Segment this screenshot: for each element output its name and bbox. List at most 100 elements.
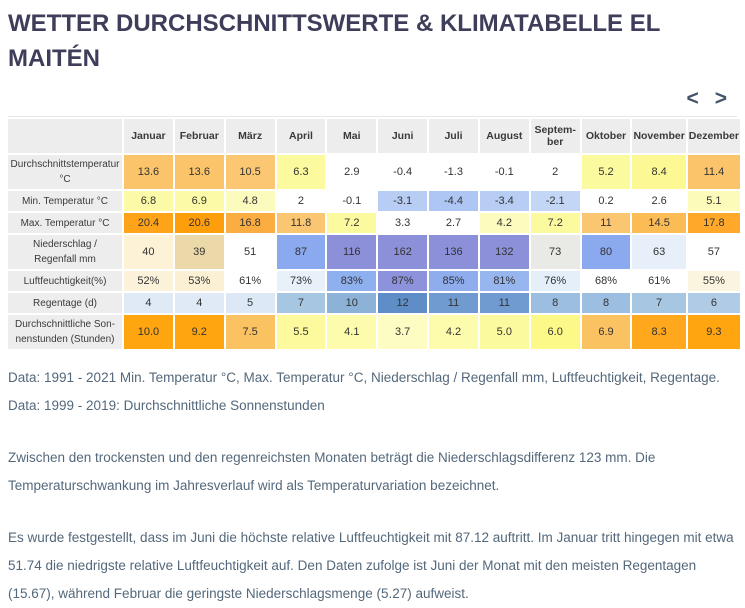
value-cell: 13.6 (174, 155, 224, 189)
value-cell: 9.2 (174, 315, 224, 349)
value-cell: 7.5 (225, 315, 275, 349)
value-cell: -4.4 (429, 191, 478, 211)
value-cell: 4 (124, 293, 173, 313)
value-cell: 2.6 (632, 191, 686, 211)
data-source-note: Data: 1991 - 2021 Min. Temperatur °C, Ma… (8, 370, 720, 413)
row-label: Luftfeuchtigkeit(%) (8, 271, 122, 291)
value-cell: 8 (581, 293, 631, 313)
month-header: August (479, 119, 529, 153)
value-cell: 80 (581, 235, 631, 269)
table-corner-cell (8, 119, 122, 153)
month-header: Septem­ber (530, 119, 580, 153)
value-cell: 5 (225, 293, 275, 313)
month-header: Dezember (687, 119, 740, 153)
value-cell: 68% (581, 271, 631, 291)
value-cell: 73% (276, 271, 326, 291)
value-cell: 162 (378, 235, 428, 269)
value-cell: 83% (327, 271, 377, 291)
value-cell: 11.4 (687, 155, 740, 189)
value-cell: 2 (276, 191, 326, 211)
row-label: Min. Temperatur °C (8, 191, 122, 211)
value-cell: 87% (378, 271, 428, 291)
month-header: Oktober (581, 119, 631, 153)
value-cell: 5.1 (687, 191, 740, 211)
value-cell: 3.7 (378, 315, 428, 349)
next-arrow-icon[interactable]: > (714, 86, 727, 110)
value-cell: 116 (327, 235, 377, 269)
row-label: Niederschlag / Regenfall mm (8, 235, 122, 269)
value-cell: 2 (530, 155, 580, 189)
value-cell: 4.8 (225, 191, 275, 211)
page-title: WETTER DURCHSCHNITTSWERTE & KLIMATABELLE… (8, 10, 660, 72)
value-cell: 7.2 (530, 213, 580, 233)
value-cell: 73 (530, 235, 580, 269)
value-cell: 10.0 (124, 315, 173, 349)
value-cell: 55% (687, 271, 740, 291)
value-cell: 61% (225, 271, 275, 291)
value-cell: -0.1 (327, 191, 377, 211)
value-cell: 3.3 (378, 213, 428, 233)
month-header: Juli (429, 119, 478, 153)
value-cell: 76% (530, 271, 580, 291)
value-cell: 4.2 (429, 315, 478, 349)
value-cell: 8.3 (632, 315, 686, 349)
value-cell: 11 (479, 293, 529, 313)
month-header: November (632, 119, 686, 153)
value-cell: 11 (581, 213, 631, 233)
value-cell: 40 (124, 235, 173, 269)
value-cell: -0.4 (378, 155, 428, 189)
month-header: Juni (378, 119, 428, 153)
value-cell: 20.4 (124, 213, 173, 233)
value-cell: 0.2 (581, 191, 631, 211)
value-cell: 57 (687, 235, 740, 269)
climate-table: Januar Februar März April Mai Juni Juli August S… (8, 119, 740, 349)
value-cell: 4.2 (479, 213, 529, 233)
value-cell: 7.2 (327, 213, 377, 233)
month-header: März (225, 119, 275, 153)
value-cell: 61% (632, 271, 686, 291)
value-cell: 6.8 (124, 191, 173, 211)
value-cell: -2.1 (530, 191, 580, 211)
value-cell: 20.6 (174, 213, 224, 233)
value-cell: 10.5 (225, 155, 275, 189)
value-cell: 6.9 (581, 315, 631, 349)
month-header: April (276, 119, 326, 153)
value-cell: 14.5 (632, 213, 686, 233)
value-cell: 6.3 (276, 155, 326, 189)
value-cell: -0.1 (479, 155, 529, 189)
value-cell: 6.9 (174, 191, 224, 211)
value-cell: 12 (378, 293, 428, 313)
value-cell: 16.8 (225, 213, 275, 233)
value-cell: -1.3 (429, 155, 478, 189)
value-cell: -3.1 (378, 191, 428, 211)
value-cell: 4.1 (327, 315, 377, 349)
value-cell: 8 (530, 293, 580, 313)
value-cell: 39 (174, 235, 224, 269)
paragraph-humidity-raindays: Es wurde festgestellt, dass im Juni die … (8, 530, 734, 601)
value-cell: 9.3 (687, 315, 740, 349)
value-cell: 132 (479, 235, 529, 269)
value-cell: 11 (429, 293, 478, 313)
value-cell: 2.7 (429, 213, 478, 233)
month-header: Februar (174, 119, 224, 153)
month-header: Januar (124, 119, 173, 153)
value-cell: 63 (632, 235, 686, 269)
value-cell: 85% (429, 271, 478, 291)
row-label: Regentage (d) (8, 293, 122, 313)
value-cell: 4 (174, 293, 224, 313)
value-cell: 81% (479, 271, 529, 291)
value-cell: 10 (327, 293, 377, 313)
value-cell: 6 (687, 293, 740, 313)
value-cell: 8.4 (632, 155, 686, 189)
value-cell: 13.6 (124, 155, 173, 189)
value-cell: 7 (276, 293, 326, 313)
value-cell: 136 (429, 235, 478, 269)
climate-table-wrapper: Januar Februar März April Mai Juni Juli August S… (8, 116, 740, 349)
month-header: Mai (327, 119, 377, 153)
value-cell: 11.8 (276, 213, 326, 233)
row-label: Durchschnittliche Son­nenstunden (Stunde… (8, 315, 122, 349)
value-cell: 5.2 (581, 155, 631, 189)
prev-arrow-icon[interactable]: < (686, 86, 699, 110)
paragraph-precipitation-difference: Zwischen den trockensten und den regenre… (8, 450, 656, 493)
